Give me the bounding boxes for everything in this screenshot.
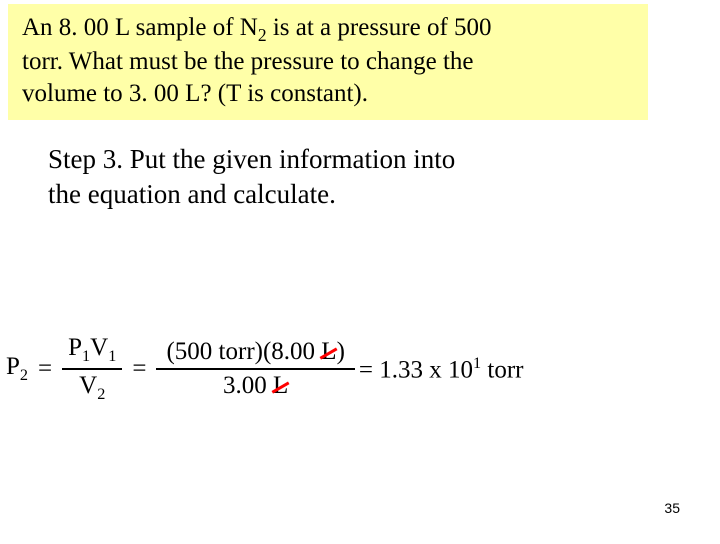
step-line2: the equation and calculate.	[48, 179, 336, 209]
rhs-exp: 1	[473, 354, 481, 372]
cancel-unit-den: L	[273, 372, 288, 400]
n2-subscript: 2	[258, 25, 267, 45]
problem-line1a: An 8. 00 L sample of N	[22, 14, 258, 41]
frac2-num: (500 torr)(8.00 L)	[156, 336, 354, 368]
frac2-den: 3.00 L	[213, 370, 298, 402]
step-instruction: Step 3. Put the given information into t…	[48, 142, 652, 211]
page-number: 35	[664, 500, 680, 516]
fraction-numeric: (500 torr)(8.00 L) 3.00 L	[156, 336, 354, 402]
lhs-p: P	[6, 353, 20, 380]
equals-1: =	[38, 355, 52, 383]
equals-2: =	[132, 355, 146, 383]
problem-line3: volume to 3. 00 L? (T is constant).	[22, 80, 368, 107]
cancel-unit-num: L	[321, 338, 336, 366]
step-line1: Step 3. Put the given information into	[48, 144, 455, 174]
problem-statement: An 8. 00 L sample of N2 is at a pressure…	[8, 4, 648, 120]
problem-line1b: is at a pressure of 500	[267, 14, 492, 41]
problem-line2: torr. What must be the pressure to chang…	[22, 48, 474, 75]
lhs-sub: 2	[20, 366, 28, 384]
lhs-p2: P2	[6, 353, 28, 385]
rhs-result: = 1.33 x 101 torr	[359, 354, 524, 384]
equation: P2 = P1V1 V2 = (500 torr)(8.00 L) 3.00 L…	[6, 332, 714, 406]
frac1-num: P1V1	[62, 332, 122, 368]
fraction-symbolic: P1V1 V2	[62, 332, 122, 406]
frac1-den: V2	[73, 370, 111, 406]
